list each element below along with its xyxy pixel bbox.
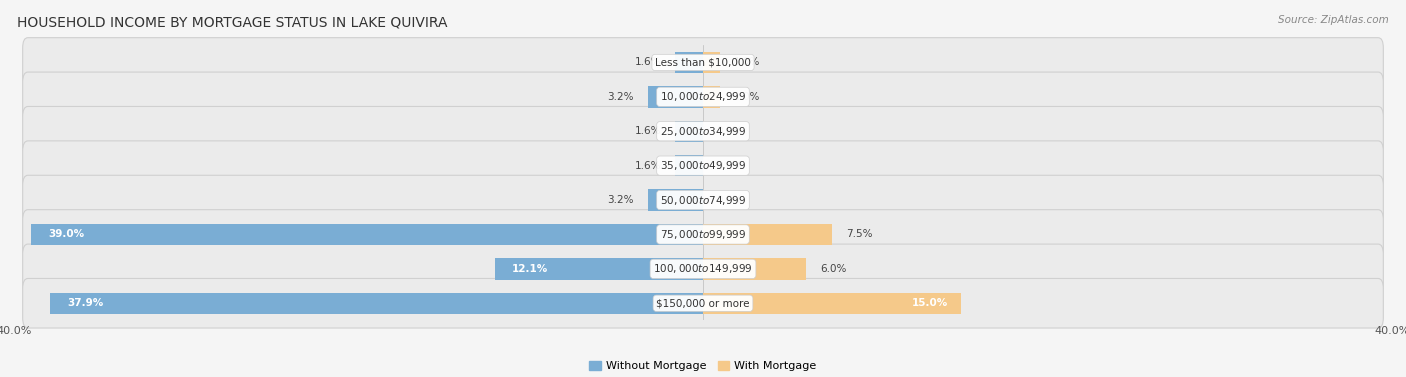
Bar [703, 258, 807, 279]
Text: $10,000 to $24,999: $10,000 to $24,999 [659, 90, 747, 103]
Text: $75,000 to $99,999: $75,000 to $99,999 [659, 228, 747, 241]
FancyBboxPatch shape [22, 210, 1384, 259]
Text: 0.0%: 0.0% [717, 126, 742, 136]
Text: HOUSEHOLD INCOME BY MORTGAGE STATUS IN LAKE QUIVIRA: HOUSEHOLD INCOME BY MORTGAGE STATUS IN L… [17, 15, 447, 29]
Bar [703, 52, 720, 73]
Text: 1.6%: 1.6% [636, 57, 662, 67]
Text: Less than $10,000: Less than $10,000 [655, 57, 751, 67]
Bar [675, 155, 703, 176]
FancyBboxPatch shape [22, 279, 1384, 328]
Text: 12.1%: 12.1% [512, 264, 548, 274]
FancyBboxPatch shape [22, 141, 1384, 190]
Text: 39.0%: 39.0% [48, 230, 84, 239]
Bar [648, 86, 703, 107]
Legend: Without Mortgage, With Mortgage: Without Mortgage, With Mortgage [585, 356, 821, 375]
Text: 37.9%: 37.9% [67, 298, 104, 308]
Text: 1.0%: 1.0% [734, 92, 761, 102]
Text: 1.6%: 1.6% [636, 161, 662, 171]
Text: 6.0%: 6.0% [820, 264, 846, 274]
Text: 15.0%: 15.0% [911, 298, 948, 308]
Text: 0.0%: 0.0% [717, 161, 742, 171]
Text: 1.6%: 1.6% [636, 126, 662, 136]
FancyBboxPatch shape [22, 38, 1384, 87]
Text: 3.2%: 3.2% [607, 195, 634, 205]
Text: $100,000 to $149,999: $100,000 to $149,999 [654, 262, 752, 275]
Text: 3.2%: 3.2% [607, 92, 634, 102]
Text: 1.0%: 1.0% [734, 57, 761, 67]
Bar [31, 224, 703, 245]
Bar [703, 86, 720, 107]
Bar [495, 258, 703, 279]
Bar [51, 293, 703, 314]
Bar [675, 52, 703, 73]
Text: $150,000 or more: $150,000 or more [657, 298, 749, 308]
Text: $50,000 to $74,999: $50,000 to $74,999 [659, 193, 747, 207]
Bar [703, 293, 962, 314]
FancyBboxPatch shape [22, 244, 1384, 294]
Bar [703, 224, 832, 245]
Text: 7.5%: 7.5% [846, 230, 873, 239]
Bar [648, 189, 703, 211]
Bar [675, 121, 703, 142]
Text: $35,000 to $49,999: $35,000 to $49,999 [659, 159, 747, 172]
Text: 0.0%: 0.0% [717, 195, 742, 205]
Text: $25,000 to $34,999: $25,000 to $34,999 [659, 125, 747, 138]
FancyBboxPatch shape [22, 72, 1384, 122]
FancyBboxPatch shape [22, 175, 1384, 225]
FancyBboxPatch shape [22, 106, 1384, 156]
Text: Source: ZipAtlas.com: Source: ZipAtlas.com [1278, 15, 1389, 25]
